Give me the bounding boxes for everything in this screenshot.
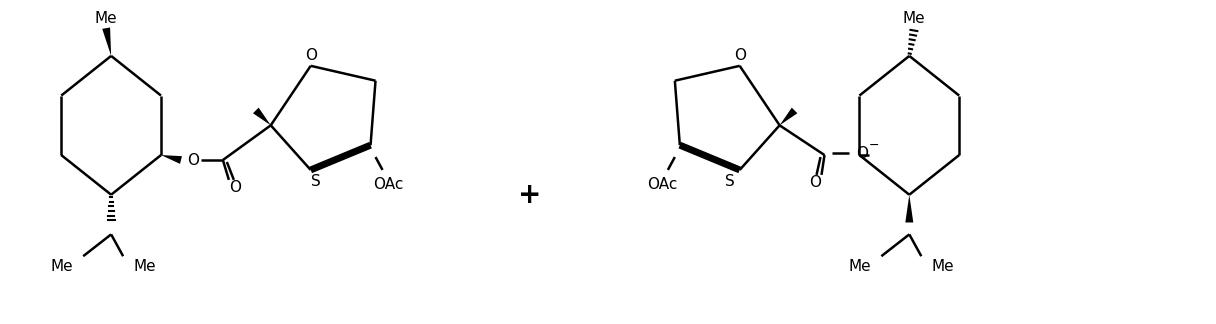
Text: Me: Me — [133, 259, 156, 273]
Polygon shape — [253, 108, 271, 125]
Text: Me: Me — [903, 11, 925, 26]
Polygon shape — [161, 155, 182, 164]
Text: Me: Me — [95, 11, 118, 26]
Text: O: O — [187, 153, 199, 168]
Text: S: S — [725, 174, 734, 189]
Text: OAc: OAc — [647, 177, 677, 192]
Text: O: O — [305, 48, 316, 64]
Text: O: O — [733, 48, 745, 64]
Polygon shape — [102, 28, 111, 56]
Text: O: O — [810, 175, 822, 190]
Text: S: S — [311, 174, 321, 189]
Text: Me: Me — [51, 259, 73, 273]
Text: Me: Me — [931, 259, 953, 273]
Text: OAc: OAc — [373, 177, 404, 192]
Text: O: O — [229, 180, 241, 195]
Polygon shape — [779, 108, 798, 125]
Text: −: − — [869, 139, 879, 152]
Text: O: O — [856, 145, 868, 161]
Text: Me: Me — [849, 259, 872, 273]
Text: +: + — [518, 181, 542, 209]
Polygon shape — [906, 195, 913, 223]
